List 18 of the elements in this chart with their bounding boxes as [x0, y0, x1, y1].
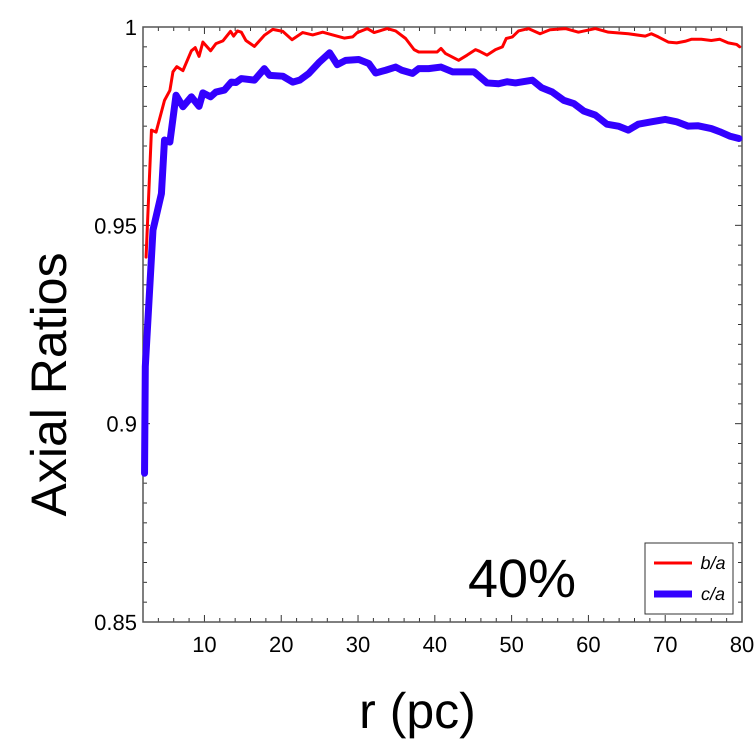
y-axis-title: Axial Ratios — [21, 252, 77, 516]
y-tick-label: 0.9 — [106, 412, 137, 437]
x-tick-label: 10 — [192, 632, 217, 657]
line-series — [144, 27, 742, 259]
y-tick-label: 0.85 — [94, 610, 137, 635]
x-tick-label: 30 — [346, 632, 370, 657]
x-tick-label: 80 — [730, 632, 754, 657]
x-tick-label: 40 — [422, 632, 448, 657]
legend-label: c/a — [700, 584, 726, 604]
y-tick-label: 1 — [124, 15, 137, 40]
legend-label: b/a — [700, 553, 726, 573]
y-tick-label: 0.95 — [94, 213, 137, 238]
x-tick-label: 50 — [499, 632, 524, 657]
annotation: 40% — [468, 549, 576, 609]
x-tick-label: 70 — [652, 632, 678, 657]
x-tick-label: 60 — [576, 632, 601, 657]
x-tick-label: 20 — [268, 632, 294, 657]
x-axis-title: r (pc) — [359, 683, 476, 739]
